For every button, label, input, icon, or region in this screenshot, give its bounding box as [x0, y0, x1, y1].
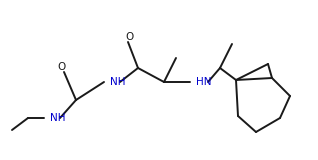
Text: NH: NH: [50, 113, 66, 123]
Text: O: O: [125, 32, 133, 42]
Text: NH: NH: [110, 77, 126, 87]
Text: HN: HN: [196, 77, 211, 87]
Text: O: O: [58, 62, 66, 72]
